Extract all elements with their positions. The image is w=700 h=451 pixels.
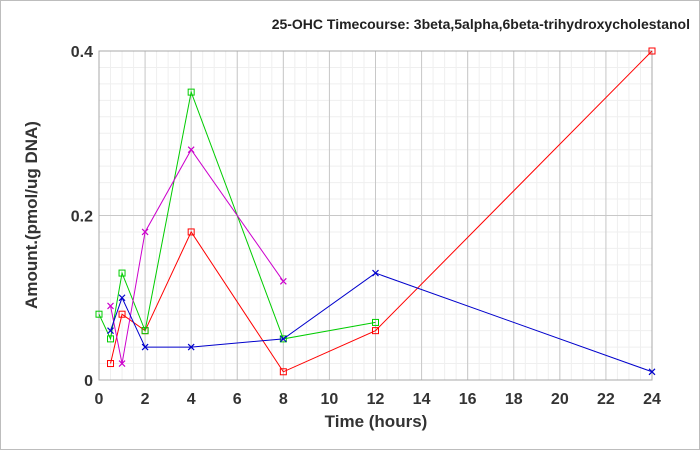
x-tick-label: 4: [187, 391, 196, 408]
data-point-marker: [118, 310, 126, 318]
x-tick-label: 2: [141, 391, 150, 408]
x-tick-label: 16: [459, 391, 477, 408]
series-2: [107, 146, 287, 367]
data-point-marker: [95, 310, 103, 318]
data-point-marker: [372, 327, 379, 335]
data-point-marker: [648, 368, 656, 376]
x-tick-label: 20: [551, 391, 569, 408]
data-point-marker: [107, 302, 114, 310]
data-point-marker: [141, 228, 149, 236]
data-point-marker: [648, 47, 656, 55]
series-line: [110, 272, 653, 373]
x-tick-label: 14: [413, 391, 431, 408]
x-tick-label: 24: [643, 391, 661, 408]
x-tick-label: 12: [367, 391, 385, 408]
data-point-marker: [107, 360, 115, 368]
series-line: [110, 148, 284, 364]
y-axis-label: Amount.(pmol/ug DNA): [22, 121, 41, 309]
data-point-marker: [107, 335, 115, 343]
x-tick-label: 6: [233, 391, 242, 408]
x-tick-label: 0: [95, 391, 104, 408]
data-point-marker: [107, 327, 114, 335]
y-tick-label: 0.4: [71, 44, 93, 61]
data-point-marker: [141, 343, 149, 351]
data-point-marker: [118, 360, 126, 367]
x-tick-label: 8: [279, 391, 288, 408]
data-point-marker: [118, 294, 126, 302]
series-3: [107, 269, 656, 376]
plot-area-border: [98, 50, 653, 381]
data-point-marker: [279, 335, 287, 343]
series-line: [110, 50, 653, 373]
data-point-marker: [279, 368, 287, 376]
data-point-marker: [118, 269, 126, 277]
x-tick-label: 18: [505, 391, 523, 408]
data-point-marker: [372, 269, 379, 277]
y-tick-label: 0: [84, 373, 93, 390]
data-point-marker: [187, 228, 195, 236]
data-point-marker: [372, 318, 379, 326]
data-point-marker: [187, 88, 195, 96]
x-axis-label: Time (hours): [325, 412, 428, 431]
data-point-marker: [187, 146, 195, 154]
data-point-marker: [279, 277, 287, 285]
data-point-marker: [141, 327, 149, 335]
chart-title: 25-OHC Timecourse: 3beta,5alpha,6beta-tr…: [272, 16, 690, 32]
series-layer: [95, 47, 656, 376]
series-0: [107, 47, 656, 376]
data-point-marker: [187, 343, 195, 351]
x-tick-label: 22: [597, 391, 615, 408]
y-tick-label: 0.2: [71, 209, 93, 226]
x-tick-label: 10: [321, 391, 339, 408]
